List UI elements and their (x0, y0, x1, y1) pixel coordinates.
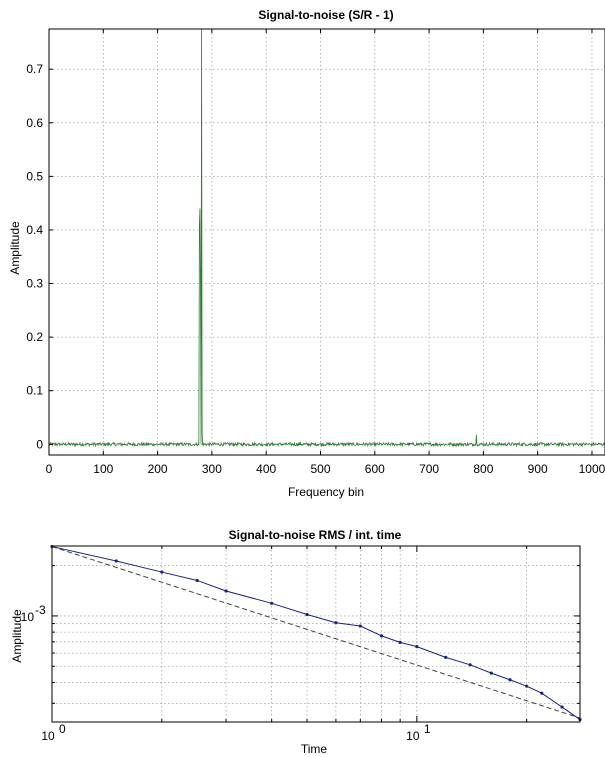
bottom-chart-data-point (379, 634, 384, 638)
top-chart-x-tick-label: 800 (473, 462, 493, 476)
bottom-chart-title: Signal-to-noise RMS / int. time (229, 528, 402, 542)
bottom-chart-ticks: 10 0 10 110 -3 (21, 546, 580, 743)
top-chart-x-tick-label: 900 (528, 462, 548, 476)
top-chart-y-tick-label: 0.4 (26, 223, 43, 237)
bottom-chart-data-point (444, 655, 448, 659)
bottom-chart-xlabel: Time (301, 742, 328, 756)
top-chart-x-tick-label: 300 (202, 462, 222, 476)
bottom-chart-fit-line (51, 546, 581, 719)
top-chart-ticks: 0 100 200 300 400 500 600 700 800 900 1000 0 0.1 0.2 0… (26, 29, 605, 476)
bottom-chart-x-tick-label: 10 (41, 729, 55, 743)
top-chart-axes-box (48, 28, 605, 456)
top-chart-x-tick-label: 1000 (579, 462, 605, 476)
bottom-chart-data-point (398, 640, 402, 644)
bottom-chart-rms-line (51, 546, 581, 720)
top-chart-xlabel: Frequency bin (288, 485, 364, 499)
bottom-chart-ylabel: Amplitude (10, 609, 24, 663)
bottom-chart-data-point (358, 624, 362, 628)
bottom-chart-series (50, 544, 582, 722)
top-chart-y-tick-label: 0 (36, 437, 43, 451)
bottom-chart-data-point (489, 671, 493, 675)
top-chart-y-tick-label: 0.1 (26, 384, 43, 398)
bottom-chart-x-tick-exponent: 0 (59, 722, 66, 736)
bottom-chart-data-point (224, 589, 228, 593)
top-chart-x-tick-label: 400 (256, 462, 276, 476)
bottom-chart-x-tick-exponent: 1 (424, 722, 431, 736)
top-chart-x-tick-label: 500 (310, 462, 330, 476)
bottom-chart-y-tick-label: 10 (21, 610, 35, 624)
bottom-chart-y-tick-exponent: -3 (35, 603, 46, 617)
bottom-chart-axes-box (51, 545, 581, 723)
bottom-chart-data-point (525, 684, 529, 688)
bottom-chart-data-point (270, 601, 274, 605)
top-chart-y-tick-label: 0.2 (26, 330, 43, 344)
top-chart-signal-line (48, 28, 605, 448)
top-chart: Signal-to-noise (S/R - 1) 0 100 200 300 400 5… (8, 8, 605, 499)
bottom-chart-data-point (560, 705, 564, 709)
top-chart-ylabel: Amplitude (8, 221, 22, 275)
bottom-chart: Signal-to-noise RMS / int. time 10 0 10 1 10… (10, 528, 582, 756)
bottom-chart-grid (51, 546, 580, 722)
bottom-chart-data-point (468, 663, 472, 667)
bottom-chart-data-point (160, 570, 164, 574)
bottom-chart-data-point (508, 678, 512, 682)
bottom-chart-x-tick-label: 10 (406, 729, 420, 743)
bottom-chart-data-point (305, 612, 309, 617)
top-chart-x-tick-label: 0 (46, 462, 53, 476)
top-chart-x-tick-label: 200 (148, 462, 168, 476)
top-chart-series (48, 28, 605, 448)
top-chart-x-tick-label: 100 (93, 462, 113, 476)
bottom-chart-data-point (114, 559, 118, 563)
top-chart-x-tick-label: 600 (365, 462, 385, 476)
top-chart-y-tick-label: 0.5 (26, 169, 43, 183)
top-chart-y-tick-label: 0.6 (26, 116, 43, 130)
top-chart-y-tick-label: 0.3 (26, 277, 43, 291)
top-chart-title: Signal-to-noise (S/R - 1) (258, 8, 393, 22)
top-chart-grid (48, 29, 605, 455)
bottom-chart-data-point (334, 621, 338, 625)
bottom-chart-data-point (195, 578, 199, 583)
top-chart-y-tick-label: 0.7 (26, 62, 43, 76)
bottom-chart-data-point (540, 691, 544, 695)
bottom-chart-data-point (415, 645, 419, 649)
top-chart-x-tick-label: 700 (419, 462, 439, 476)
